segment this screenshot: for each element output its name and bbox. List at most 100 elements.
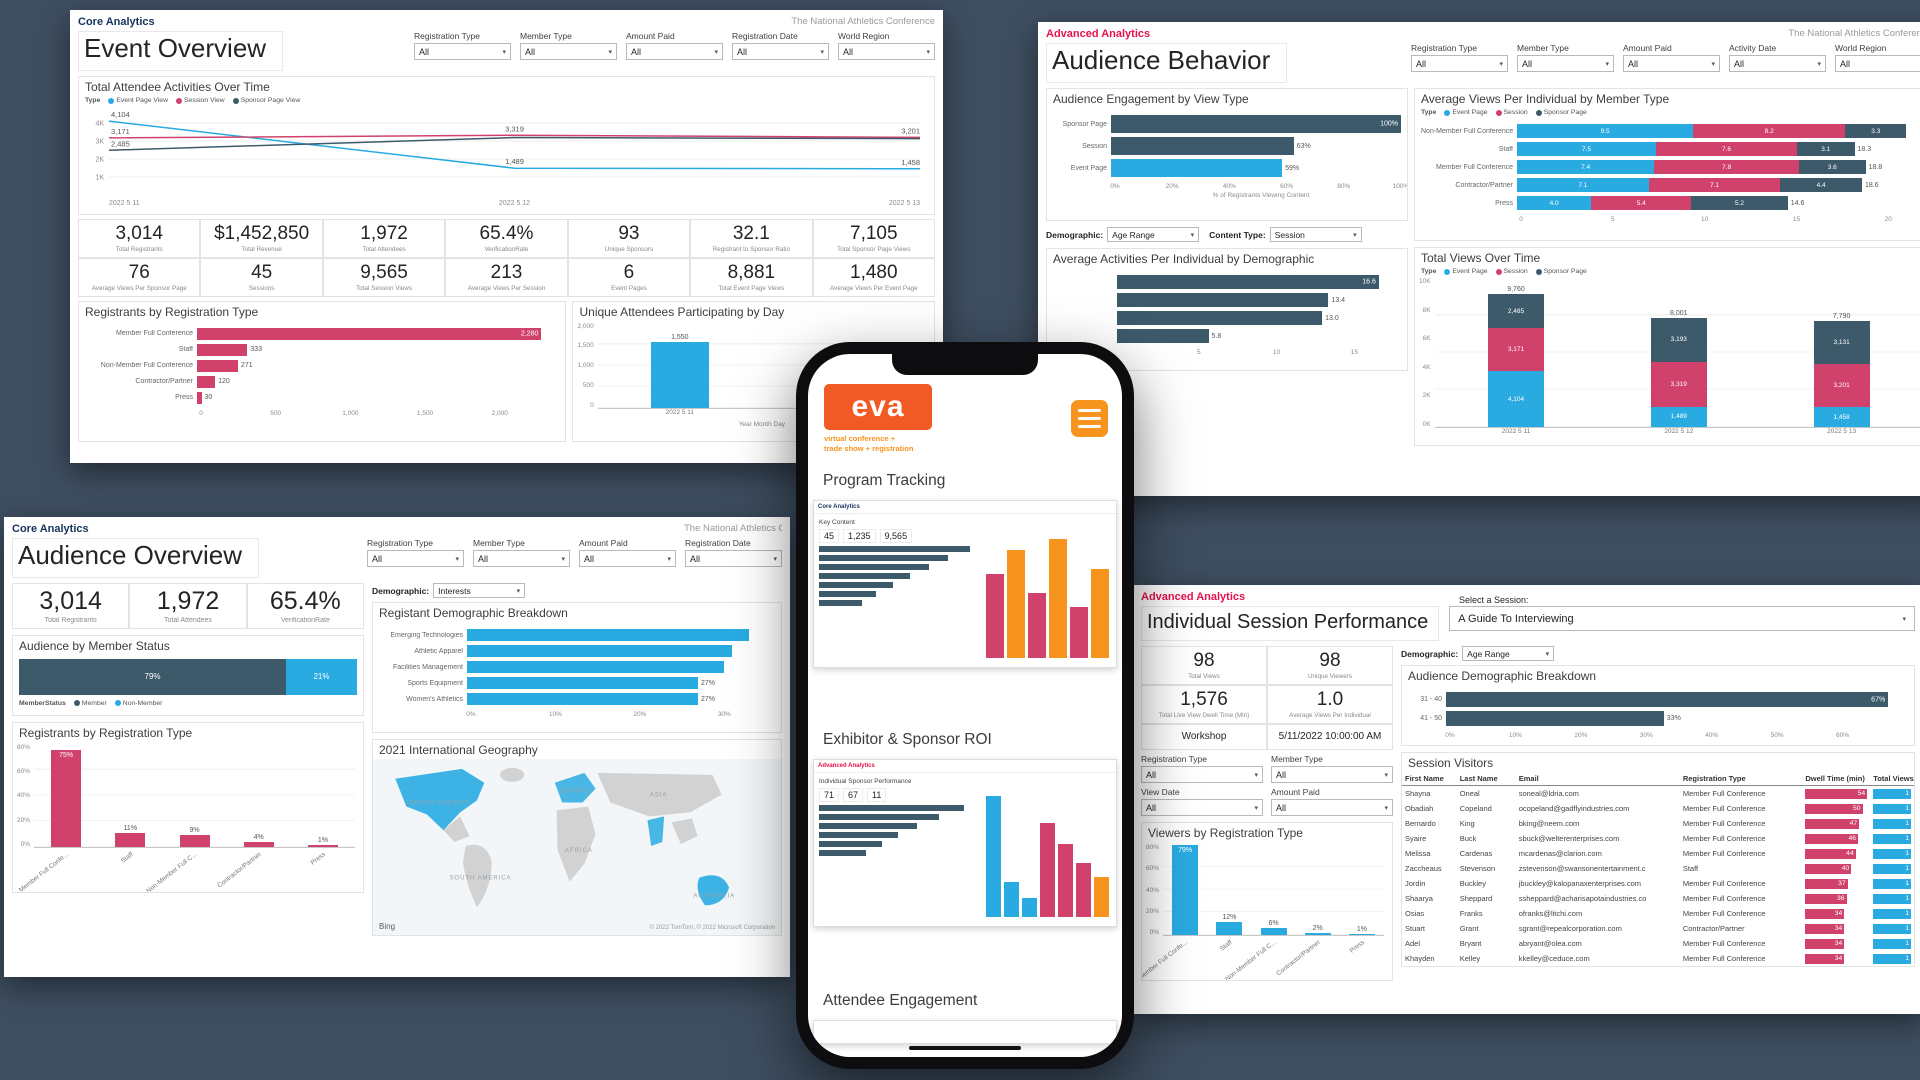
filter-member-type-dropdown[interactable]: All ▾	[1271, 766, 1393, 784]
column-header-total-views[interactable]: Total Views	[1870, 772, 1914, 786]
demographic-dropdown[interactable]: Age Range ▾	[1462, 646, 1555, 661]
dashboard-thumbnail-partial[interactable]	[813, 1020, 1117, 1044]
segment-event-page[interactable]: 7.5	[1517, 142, 1657, 156]
segment-session[interactable]: 5.4	[1591, 196, 1692, 210]
segment-sponsor-page[interactable]: 3.1	[1797, 142, 1855, 156]
table-row[interactable]: Obadiah Copeland ocopeland@gadflyindustrie…	[1402, 801, 1914, 816]
segment-sponsor-page[interactable]: 5.2	[1691, 196, 1788, 210]
filter-member-type-dropdown[interactable]: All ▾	[473, 550, 570, 567]
table-row[interactable]: Shayna Oneal soneal@ldria.com Member Full C…	[1402, 786, 1914, 802]
segment-event-page[interactable]: 9.5	[1517, 124, 1694, 138]
column-2022-5-11[interactable]: 2,485 3,171 4,104	[1487, 294, 1544, 427]
filter-registration-date-dropdown[interactable]: All ▾	[732, 43, 829, 60]
bar-row-1[interactable]	[1117, 293, 1329, 307]
table-row[interactable]: Osias Franks ofranks@litchi.com Member Full…	[1402, 906, 1914, 921]
column-2022-5-11[interactable]	[650, 341, 709, 408]
column-2022-5-13[interactable]: 3,131 3,201 1,458	[1813, 321, 1870, 427]
column-staff[interactable]	[115, 832, 146, 847]
world-map-canvas[interactable]: NORTH AMERICA SOUTH AMERICA EUROPE AFRICA AS…	[373, 759, 781, 935]
segment-event-page[interactable]: 7.1	[1517, 178, 1649, 192]
table-row[interactable]: Bernardo King bking@neem.com Member Full Co…	[1402, 816, 1914, 831]
bar-session[interactable]	[1111, 137, 1294, 155]
demographic-bar-chart[interactable]: 31 - 40 67% 41 - 50 33% 0% 10% 20% 30% 40% 50% 60%	[1402, 685, 1914, 745]
hamburger-menu-button[interactable]	[1071, 400, 1108, 437]
filter-activity-date-dropdown[interactable]: All ▾	[1729, 55, 1826, 72]
demographic-dropdown[interactable]: Age Range ▾	[1107, 227, 1200, 242]
table-row[interactable]: Melissa Cardenas mcardenas@clarion.com Memb…	[1402, 846, 1914, 861]
segment-session[interactable]: 7.8	[1654, 160, 1799, 174]
filter-view-date-dropdown[interactable]: All ▾	[1141, 799, 1263, 817]
bar-athletic-apparel[interactable]	[467, 645, 733, 657]
line-sponsor-page-view[interactable]	[108, 136, 921, 152]
views-stacked-column-chart[interactable]: Type Event Page Session Sponsor Page 10K 8K 6K…	[1415, 267, 1920, 445]
filter-amount-paid-dropdown[interactable]: All ▾	[626, 43, 723, 60]
segment-event-page[interactable]: 7.4	[1517, 160, 1655, 174]
session-dropdown[interactable]: A Guide To Interviewing ▾	[1449, 606, 1915, 631]
column-press[interactable]	[307, 845, 338, 847]
column-header-first-name[interactable]: First Name	[1402, 772, 1457, 786]
member-status-stacked-bar[interactable]: 79% 21% MemberStatus Member Non-Member	[13, 658, 363, 715]
column-header-email[interactable]: Email	[1515, 772, 1680, 786]
column-header-last-name[interactable]: Last Name	[1456, 772, 1516, 786]
table-row[interactable]: Jordin Buckley jbuckley@kalopanaxenterpris…	[1402, 876, 1914, 891]
table-row[interactable]: Khayden Kelley kkelley@ceduce.com Member Fu…	[1402, 951, 1914, 966]
table-row[interactable]: Zaccheaus Stevenson zstevenson@swansonente…	[1402, 861, 1914, 876]
filter-registration-type-dropdown[interactable]: All ▾	[1141, 766, 1263, 784]
activities-line-chart[interactable]: Type Event Page View Session View Sponsor P…	[79, 96, 934, 214]
segment-sponsor-page[interactable]: 3.6	[1798, 160, 1866, 174]
demographic-dropdown[interactable]: Interests ▾	[433, 583, 526, 598]
bar-non-member-full-conference[interactable]	[197, 359, 238, 372]
line-session-view[interactable]	[108, 134, 921, 139]
viewers-column-chart[interactable]: 80% 60% 40% 20% 0% 79% 12% 6% 2% 1% Member Full Co…	[1142, 842, 1392, 980]
column-press[interactable]	[1348, 934, 1375, 936]
filter-member-type-dropdown[interactable]: All ▾	[520, 43, 617, 60]
line-chart-canvas[interactable]: 4K 3K 2K 1K 2022 5 11 2022 5 12 2022 5 13 4,104…	[79, 105, 934, 207]
segment-sponsor-page[interactable]: 3.3	[1845, 124, 1907, 138]
bar-31-40[interactable]: 67%	[1446, 692, 1889, 707]
table-row[interactable]: Shaarya Sheppard ssheppard@acharisapotaind…	[1402, 891, 1914, 906]
filter-amount-paid-dropdown[interactable]: All ▾	[1271, 799, 1393, 817]
column-contractor-partner[interactable]	[243, 841, 274, 847]
segment-event-page[interactable]: 4.0	[1517, 196, 1592, 210]
dashboard-thumbnail-exhibitor-sponsor-roi[interactable]: Advanced Analytics Individual Sponsor Per…	[813, 759, 1117, 927]
bar-member-full-conference[interactable]: 2,280	[197, 327, 542, 340]
bar-sports-equipment[interactable]	[467, 677, 698, 689]
bar-row-0[interactable]: 16.6	[1117, 275, 1379, 289]
registrants-column-chart[interactable]: 80% 60% 40% 20% 0% 75% 11% 9% 4% 1% Member Full Co…	[13, 742, 363, 892]
bar-row-3[interactable]	[1117, 329, 1209, 343]
segment-member[interactable]: 79%	[19, 658, 287, 695]
column-staff[interactable]	[1216, 921, 1243, 936]
filter-registration-type-dropdown[interactable]: All ▾	[1411, 55, 1508, 72]
column-member-full-confe[interactable]: 75%	[51, 750, 82, 847]
segment-sponsor-page[interactable]: 4.4	[1780, 178, 1862, 192]
table-row[interactable]: Stuart Grant sgrant@repealcorporation.com C…	[1402, 921, 1914, 936]
table-row[interactable]: Syaire Buck sbuck@welterenterprises.com Mem…	[1402, 831, 1914, 846]
filter-world-region-dropdown[interactable]: All▾	[1835, 55, 1920, 72]
engagement-bar-chart[interactable]: Sponsor Page 100% Session 63% Event Page 59% 0…	[1047, 108, 1407, 220]
column-header-registration-type[interactable]: Registration Type	[1679, 772, 1803, 786]
filter-amount-paid-dropdown[interactable]: All ▾	[579, 550, 676, 567]
bar-women-s-athletics[interactable]	[467, 693, 698, 705]
column-non-member-full-c[interactable]	[179, 835, 210, 847]
avg-views-stacked-bar-chart[interactable]: Type Event Page Session Sponsor Page Non-Mem…	[1415, 108, 1920, 240]
filter-member-type-dropdown[interactable]: All ▾	[1517, 55, 1614, 72]
column-member-full-confe[interactable]: 79%	[1172, 845, 1199, 936]
column-non-member-full-c[interactable]	[1260, 928, 1287, 936]
column-contractor-partner[interactable]	[1304, 932, 1331, 936]
world-map[interactable]: NORTH AMERICA SOUTH AMERICA EUROPE AFRICA AS…	[373, 759, 781, 935]
avg-activities-bar-chart[interactable]: 16.6 13.4 13.0 5.8 5 10 15	[1047, 268, 1407, 370]
bar-event-page[interactable]	[1111, 159, 1283, 177]
segment-session[interactable]: 7.6	[1656, 142, 1798, 156]
bar-41-50[interactable]	[1446, 711, 1664, 726]
bar-facilities-management[interactable]	[467, 661, 724, 673]
column-header-dwell-time-min[interactable]: Dwell Time (min)	[1802, 772, 1871, 786]
content-type-dropdown[interactable]: Session ▾	[1269, 227, 1362, 242]
bar-press[interactable]	[197, 391, 202, 404]
dashboard-thumbnail-program-tracking[interactable]: Core Analytics Key Content 45 1,235 9,565	[813, 500, 1117, 668]
filter-world-region-dropdown[interactable]: All▾	[838, 43, 935, 60]
filter-amount-paid-dropdown[interactable]: All ▾	[1623, 55, 1720, 72]
registrants-bar-chart[interactable]: Member Full Conference 2,280 Staff 333 Non-M…	[79, 321, 565, 431]
bar-emerging-technologies[interactable]	[467, 629, 750, 641]
filter-registration-type-dropdown[interactable]: All ▾	[414, 43, 511, 60]
segment-non-member[interactable]: 21%	[286, 658, 357, 695]
